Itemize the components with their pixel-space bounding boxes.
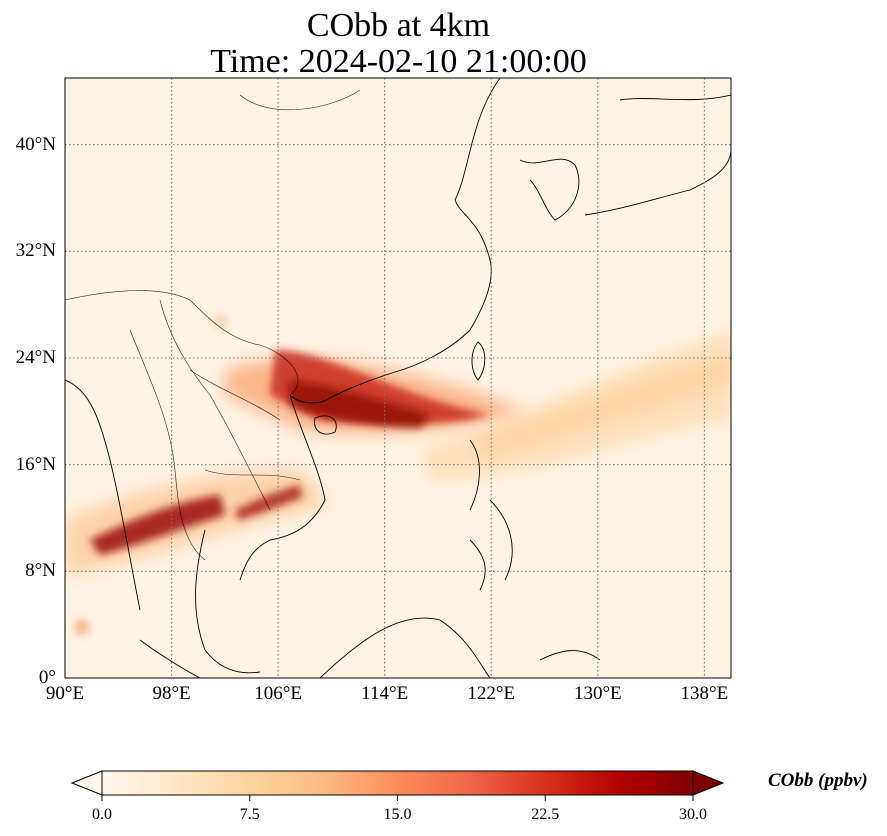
plume-indochina-core <box>90 495 225 555</box>
y-tick-label: 16°N <box>15 453 56 475</box>
x-tick-label: 98°E <box>152 683 191 704</box>
colorbar-bar <box>101 770 694 796</box>
y-tick-label: 8°N <box>25 560 56 582</box>
gridlines <box>65 78 731 678</box>
y-tick-label: 0° <box>38 667 56 688</box>
y-tick-label: 40°N <box>15 133 56 155</box>
plume-pacific-core <box>470 353 731 460</box>
x-tick-label: 130°E <box>573 683 622 704</box>
map-timestamp: Time: 2024-02-10 21:00:00 <box>210 43 587 80</box>
colorbar-tick-label: 22.5 <box>531 806 560 823</box>
plume-indochina-east <box>235 485 302 520</box>
coastlines <box>65 78 731 678</box>
colorbar-title: CObb (ppbv) <box>768 770 868 791</box>
plume-spot-bay-of-bengal <box>74 619 90 635</box>
x-tick-label: 114°E <box>361 683 409 704</box>
x-tick-label: 106°E <box>254 683 302 704</box>
colorbar-extend-max <box>692 770 725 796</box>
plume-spot-yunnan <box>212 314 228 330</box>
country-borders <box>65 89 361 561</box>
x-tick-label: 138°E <box>680 683 729 704</box>
colorbar-extend-min <box>70 770 103 796</box>
x-tick-label: 90°E <box>45 683 85 704</box>
map-frame <box>64 77 732 679</box>
map-title: CObb at 4km <box>306 7 491 44</box>
colorbar <box>70 770 725 801</box>
colorbar-tick-label: 0.0 <box>92 806 112 823</box>
y-tick-label: 24°N <box>15 347 56 368</box>
colorbar-tick-label: 7.5 <box>239 806 260 823</box>
colorbar-tick-label: 30.0 <box>679 806 707 823</box>
y-tick-label: 32°N <box>15 240 56 262</box>
x-tick-label: 122°E <box>467 683 516 704</box>
colorbar-tick-label: 15.0 <box>383 806 412 823</box>
